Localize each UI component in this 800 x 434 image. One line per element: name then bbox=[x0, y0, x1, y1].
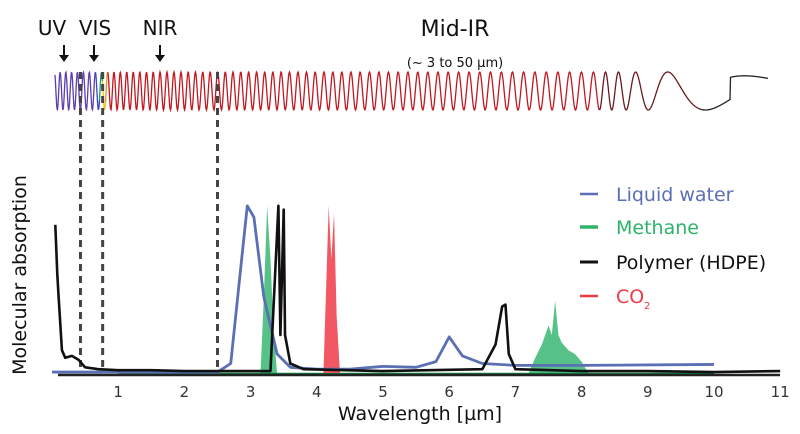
x-tick-label: 10 bbox=[704, 383, 723, 401]
x-tick-label: 4 bbox=[312, 383, 322, 401]
series-methane-area bbox=[52, 205, 714, 373]
arrow-icon-uv bbox=[59, 45, 69, 62]
wave-segment bbox=[699, 75, 769, 111]
x-tick-label: 6 bbox=[444, 383, 454, 401]
region-label-uv: UV bbox=[38, 16, 67, 40]
legend: Liquid water Methane Polymer (HDPE) CO 2 bbox=[580, 184, 766, 312]
em-wave bbox=[54, 69, 769, 113]
x-tick-label: 7 bbox=[511, 383, 521, 401]
legend-label-co2-subscript: 2 bbox=[644, 301, 650, 312]
region-label-midir: Mid-IR bbox=[421, 17, 490, 42]
legend-label-methane: Methane bbox=[616, 217, 699, 239]
region-label-nir: NIR bbox=[143, 16, 178, 40]
x-axis-label: Wavelength [µm] bbox=[338, 403, 502, 425]
legend-label-liquid-water: Liquid water bbox=[616, 184, 734, 206]
y-axis-label: Molecular absorption bbox=[9, 175, 31, 375]
legend-item-liquid-water: Liquid water bbox=[580, 184, 734, 206]
wave-segment bbox=[107, 69, 600, 113]
legend-label-co2: CO bbox=[616, 286, 644, 308]
arrow-icon-vis bbox=[89, 45, 99, 62]
region-note-midir: (~ 3 to 50 µm) bbox=[407, 56, 503, 71]
series-liquid-water-line bbox=[52, 204, 715, 374]
region-boundaries bbox=[78, 72, 219, 372]
x-tick-label: 11 bbox=[771, 383, 790, 401]
region-label-vis: VIS bbox=[79, 16, 111, 40]
series-polymer-hdpe-line bbox=[54, 204, 781, 374]
x-tick-label: 5 bbox=[378, 383, 388, 401]
series-co2-area bbox=[323, 205, 340, 373]
arrow-icon-nir bbox=[155, 45, 165, 62]
wave-segment bbox=[104, 72, 109, 103]
legend-item-polymer: Polymer (HDPE) bbox=[580, 252, 766, 274]
x-tick-label: 2 bbox=[180, 383, 190, 401]
x-tick-label: 9 bbox=[643, 383, 653, 401]
legend-label-polymer: Polymer (HDPE) bbox=[616, 252, 766, 274]
wave-segment bbox=[598, 70, 700, 111]
wave-segment bbox=[54, 70, 97, 112]
x-tick-label: 1 bbox=[113, 383, 123, 401]
legend-item-methane: Methane bbox=[580, 217, 699, 239]
x-tick-label: 8 bbox=[577, 383, 587, 401]
x-tick-label: 3 bbox=[246, 383, 256, 401]
x-tick-labels: 1 2 3 4 5 6 7 8 9 10 11 bbox=[113, 383, 789, 401]
legend-item-co2: CO 2 bbox=[580, 286, 650, 312]
wave-segment bbox=[94, 72, 101, 111]
